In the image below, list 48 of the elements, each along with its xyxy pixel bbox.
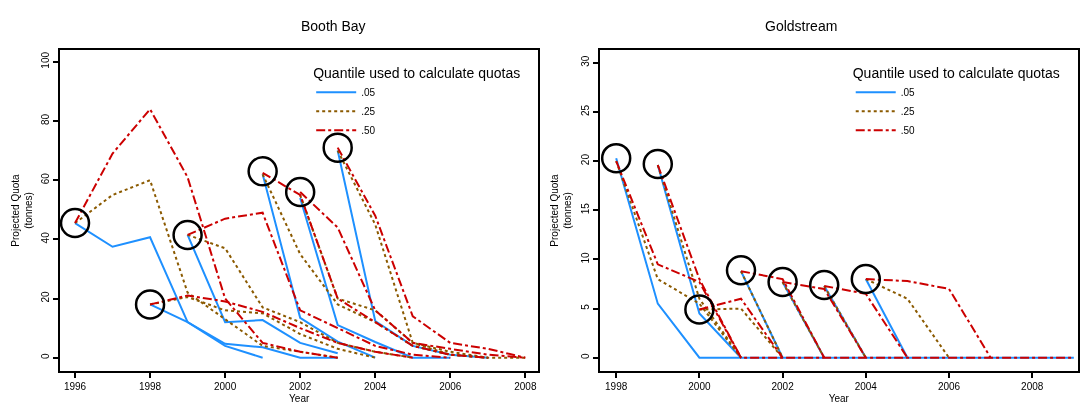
- x-tick-label: 2000: [688, 381, 711, 392]
- x-tick-label: 1998: [138, 381, 162, 392]
- point: [60, 207, 91, 239]
- x-tick-label: 2004: [364, 381, 387, 392]
- x-tick-label: 2008: [514, 381, 537, 392]
- legend-label: .05: [361, 87, 376, 99]
- x-tick-label: 2000: [213, 381, 237, 392]
- y-tick-label: 30: [579, 55, 591, 67]
- y-tick-label: 25: [579, 104, 591, 116]
- legend-label: .25: [361, 106, 376, 118]
- y-tick-label: 40: [40, 231, 51, 244]
- legend-label: .50: [361, 125, 376, 137]
- y-tick-label: 0: [40, 352, 51, 359]
- x-tick-label: 2002: [289, 381, 312, 392]
- point: [284, 176, 316, 208]
- chart-title: Goldstream: [765, 18, 838, 34]
- y-axis-title: Projected Quota (tonnes): [9, 173, 34, 247]
- legend-title: Quantile used to calculate quotas: [313, 64, 521, 81]
- x-tick-label: 2002: [771, 381, 795, 392]
- legend-title: Quantile used to calculate quotas: [852, 64, 1060, 81]
- y-tick-label: 100: [40, 51, 51, 69]
- legend-label: .25: [900, 106, 916, 118]
- point: [134, 289, 166, 320]
- point: [322, 132, 353, 163]
- y-tick-label: 60: [40, 172, 51, 185]
- legend-label: .05: [900, 87, 916, 99]
- y-axis-title: Projected Quota (tonnes): [549, 173, 574, 247]
- y-tick-label: 10: [579, 251, 591, 264]
- point: [172, 219, 203, 251]
- x-axis-title: Year: [289, 393, 310, 404]
- point: [247, 156, 278, 187]
- x-tick-label: 2008: [1021, 381, 1044, 392]
- x-tick-label: 1998: [605, 381, 628, 392]
- y-tick-label: 20: [579, 153, 591, 166]
- y-tick-label: 20: [40, 291, 51, 303]
- y-tick-label: 80: [40, 113, 51, 126]
- y-tick-label: 15: [579, 202, 591, 215]
- legend-label: .50: [900, 125, 916, 137]
- point: [600, 142, 632, 174]
- x-tick-label: 2004: [854, 381, 878, 392]
- x-axis-title: Year: [828, 393, 850, 404]
- point: [642, 148, 674, 180]
- y-tick-label: 5: [579, 303, 591, 310]
- chart-title: Booth Bay: [301, 18, 366, 34]
- y-tick-label: 0: [579, 353, 591, 360]
- x-tick-label: 2006: [439, 381, 462, 392]
- x-tick-label: 1996: [63, 381, 87, 392]
- x-tick-label: 2006: [937, 381, 961, 392]
